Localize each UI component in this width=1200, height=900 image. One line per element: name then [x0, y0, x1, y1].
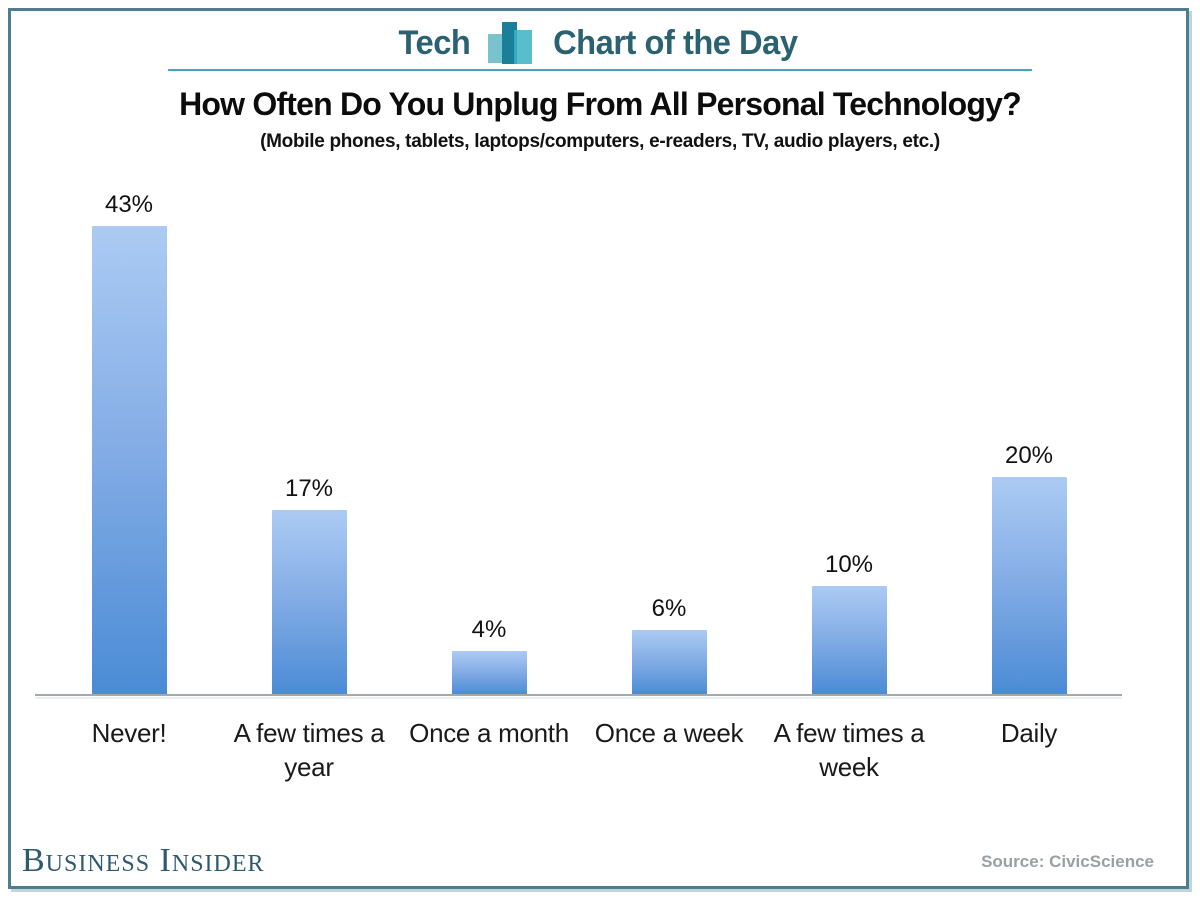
bar [271, 510, 347, 695]
bar-value-label: 4% [471, 616, 507, 643]
bar-column: 17% [219, 186, 399, 695]
category-label: Once a month [409, 718, 569, 748]
chart-subtitle: (Mobile phones, tablets, laptops/compute… [260, 131, 940, 152]
x-axis-line [35, 694, 1122, 696]
bar-column: 10% [759, 186, 939, 695]
category-label: A few times a week [773, 718, 925, 783]
bar [631, 630, 707, 695]
bar-value-label: 17% [284, 475, 334, 502]
bar-column: 20% [939, 186, 1119, 695]
bar-chart-icon [488, 22, 533, 64]
chart-title: How Often Do You Unplug From All Persona… [179, 86, 1022, 122]
bar-column: 4% [399, 186, 579, 695]
bar-value-label: 6% [651, 595, 687, 622]
bar [91, 226, 167, 695]
bars-row: 43% 17% 4% 6% 10% 20% [39, 186, 1119, 695]
category-label: Once a week [594, 718, 744, 748]
header-separator-line [168, 69, 1032, 71]
category-label: Never! [91, 718, 167, 748]
category-label: Daily [1000, 718, 1058, 748]
bar [451, 651, 527, 695]
source-credit: Source: CivicScience [981, 852, 1154, 871]
category-labels-row: Never! A few times a year Once a month Once… [39, 716, 1119, 785]
bar-column: 43% [39, 186, 219, 695]
header-brand-left: Tech [398, 23, 471, 62]
bar-value-label: 43% [104, 191, 154, 218]
bar [811, 586, 887, 695]
category-label: A few times a year [233, 718, 385, 783]
bar [991, 477, 1067, 695]
business-insider-logo: Business Insider [22, 842, 265, 879]
header-brand-right: Chart of the Day [553, 23, 798, 62]
bar-column: 6% [579, 186, 759, 695]
bar-value-label: 10% [824, 551, 874, 578]
header: Tech Chart of the Day [0, 20, 1200, 66]
bar-value-label: 20% [1004, 442, 1054, 469]
